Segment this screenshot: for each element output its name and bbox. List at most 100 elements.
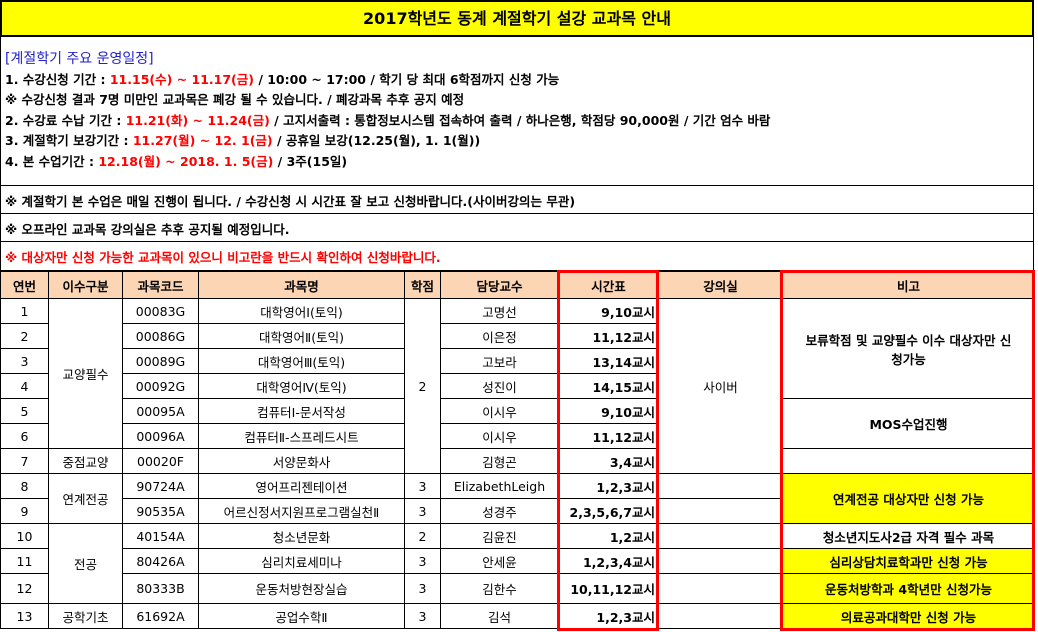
notice-daily-class: ※ 계절학기 본 수업은 매일 진행이 됩니다. / 수강신청 시 시간표 잘 … — [0, 186, 1034, 214]
table-row: 8 연계전공 90724A 영어프리젠테이션 3 ElizabethLeigh 1,2,3교… — [0, 473, 1035, 524]
timetable: 13,14교시 — [558, 348, 659, 374]
professor: ElizabethLeigh — [440, 473, 559, 499]
remark: 의료공과대학만 신청 가능 — [782, 603, 1035, 629]
schedule-text: / 3주(15일) — [273, 153, 348, 169]
course-credit: 3 — [404, 548, 441, 574]
column-header: 비고 — [782, 271, 1035, 299]
course-code: 00096A — [122, 423, 199, 449]
timetable: 1,2,3교시 — [558, 603, 659, 629]
course-code: 80426A — [122, 548, 199, 574]
timetable: 11,12교시 — [558, 423, 659, 449]
course-name: 서양문화사 — [198, 448, 405, 474]
professor: 김형곤 — [440, 448, 559, 474]
classroom — [658, 548, 783, 574]
timetable: 1,2교시 — [558, 523, 659, 549]
course-category: 전공 — [48, 523, 123, 604]
remark: 심리상담치료학과만 신청 가능 — [782, 548, 1035, 574]
course-code: 00089G — [122, 348, 199, 374]
schedule-date: 11.27(월) ~ 12. 1(금) — [132, 133, 273, 148]
row-number: 10 — [0, 523, 49, 549]
schedule-text: 4. 본 수업기간 : — [5, 153, 99, 169]
course-credit: 3 — [404, 573, 441, 604]
course-category: 교양필수 — [48, 298, 123, 449]
row-number: 6 — [0, 423, 49, 449]
column-header: 담당교수 — [440, 271, 559, 299]
remark: MOS수업진행 — [782, 398, 1035, 449]
professor: 김윤진 — [440, 523, 559, 549]
row-number: 1 — [0, 298, 49, 324]
schedule-text: / 공휴일 보강(12.25(월), 1. 1(월)) — [272, 133, 481, 148]
course-table: 연번 이수구분 과목코드 과목명 학점 담당교수 시간표 강의실 비고 1 교양필수 00083G 대… — [0, 271, 1035, 629]
course-name: 컴퓨터Ⅱ-스프레드시트 — [198, 423, 405, 449]
column-header: 이수구분 — [48, 271, 123, 299]
remark: 연계전공 대상자만 신청 가능 — [782, 473, 1035, 524]
timetable: 10,11,12교시 — [558, 573, 659, 604]
course-category: 중점교양 — [48, 448, 123, 474]
professor: 김한수 — [440, 573, 559, 604]
course-code: 00086G — [122, 323, 199, 349]
timetable: 1,2,3교시 — [558, 473, 659, 499]
page-title: 2017학년도 동계 계절학기 설강 교과목 안내 — [0, 0, 1034, 37]
classroom — [658, 523, 783, 549]
course-code: 61692A — [122, 603, 199, 629]
row-number: 7 — [0, 448, 49, 474]
table-row: 13 공학기초 61692A 공업수학Ⅱ 3 김석 1,2,3교시 의료공과대학만 신청 가능 — [0, 603, 1035, 629]
course-code: 00092G — [122, 373, 199, 399]
table-row: 5 00095A 컴퓨터Ⅰ-문서작성 이시우 9,10교시 MOS수업진행 — [0, 398, 1035, 449]
remark: 보류학점 및 교양필수 이수 대상자만 신청가능 — [782, 298, 1035, 399]
column-header: 강의실 — [658, 271, 783, 299]
remark — [782, 448, 1035, 474]
table-row: 1 교양필수 00083G 대학영어Ⅰ(토익) 2 고명선 9,10교시 사이버 보류학점 및 … — [0, 298, 1035, 474]
course-name: 대학영어Ⅰ(토익) — [198, 298, 405, 324]
professor: 고명선 — [440, 298, 559, 324]
timetable: 9,10교시 — [558, 398, 659, 424]
professor: 이시우 — [440, 423, 559, 449]
course-credit: 3 — [404, 498, 441, 524]
column-header: 연번 — [0, 271, 49, 299]
course-code: 90724A — [122, 473, 199, 499]
table-row: 7 중점교양 00020F 서양문화사 김형곤 3,4교시 — [0, 448, 1035, 474]
timetable: 2,3,5,6,7교시 — [558, 498, 659, 524]
timetable: 1,2,3,4교시 — [558, 548, 659, 574]
row-number: 9 — [0, 498, 49, 524]
course-category: 공학기초 — [48, 603, 123, 629]
course-code: 80333B — [122, 573, 199, 604]
row-number: 2 — [0, 323, 49, 349]
row-number: 5 — [0, 398, 49, 424]
timetable: 14,15교시 — [558, 373, 659, 399]
classroom — [658, 573, 783, 604]
schedule-date: 11.15(수) ~ 11.17(금) — [109, 71, 254, 87]
course-name: 대학영어Ⅱ(토익) — [198, 323, 405, 349]
timetable: 3,4교시 — [558, 448, 659, 474]
course-code: 40154A — [122, 523, 199, 549]
column-header: 시간표 — [558, 271, 659, 299]
table-row: 9 90535A 어르신정서지원프로그램실천Ⅱ 3 성경주 2,3,5,6,7교시 — [0, 498, 1035, 524]
professor: 안세윤 — [440, 548, 559, 574]
course-code: 90535A — [122, 498, 199, 524]
course-credit: 3 — [404, 473, 441, 499]
schedule-line: 1. 수강신청 기간 : 11.15(수) ~ 11.17(금) / 10:00… — [5, 70, 1033, 91]
course-name: 영어프리젠테이션 — [198, 473, 405, 499]
professor: 김석 — [440, 603, 559, 629]
table-row: 10 전공 40154A 청소년문화 2 김윤진 1,2교시 청소년지도사2급 자격 필수 과… — [0, 523, 1035, 604]
course-name: 어르신정서지원프로그램실천Ⅱ — [198, 498, 405, 524]
schedule-line: 2. 수강료 수납 기간 : 11.21(화) ~ 11.24(금) / 고지서… — [5, 111, 1033, 132]
column-header: 과목코드 — [122, 271, 199, 299]
schedule-line: 4. 본 수업기간 : 12.18(월) ~ 2018. 1. 5(금) / 3… — [5, 152, 1033, 173]
course-name: 운동처방현장실습 — [198, 573, 405, 604]
remark: 운동처방학과 4학년만 신청가능 — [782, 573, 1035, 604]
schedule-text: 3. 계절학기 보강기간 : — [5, 133, 133, 148]
schedule-text: ※ 수강신청 결과 7명 미만인 교과목은 폐강 될 수 있습니다. / 폐강과… — [5, 92, 465, 107]
row-number: 8 — [0, 473, 49, 499]
course-name: 컴퓨터Ⅰ-문서작성 — [198, 398, 405, 424]
professor: 성진이 — [440, 373, 559, 399]
timetable: 9,10교시 — [558, 298, 659, 324]
course-credit: 2 — [404, 523, 441, 549]
table-row: 11 80426A 심리치료세미나 3 안세윤 1,2,3,4교시 심리상담치료학과만 신청… — [0, 548, 1035, 574]
course-code: 00083G — [122, 298, 199, 324]
remark: 청소년지도사2급 자격 필수 과목 — [782, 523, 1035, 549]
professor: 이시우 — [440, 398, 559, 424]
course-code: 00020F — [122, 448, 199, 474]
schedule-date: 11.21(화) ~ 11.24(금) — [125, 112, 270, 128]
timetable: 11,12교시 — [558, 323, 659, 349]
